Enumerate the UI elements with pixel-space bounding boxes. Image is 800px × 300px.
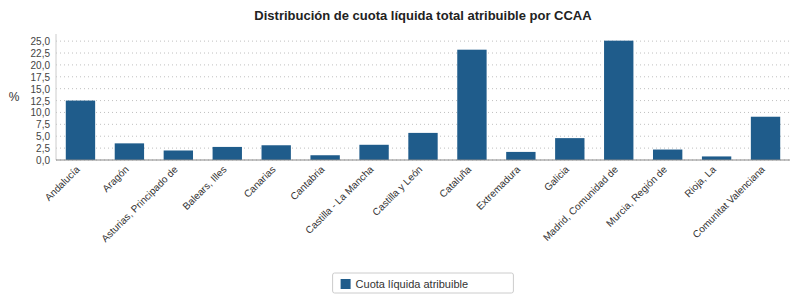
x-tick-label: Cantabria (288, 163, 327, 202)
y-tick-label: 12,5 (31, 96, 51, 107)
x-tick-label: Comunitat Valenciana (691, 163, 768, 240)
bar (262, 145, 291, 160)
x-tick-label: Castilla y León (370, 164, 424, 218)
x-tick-label: Andalucía (43, 163, 83, 203)
bar (66, 101, 95, 160)
grid-line (56, 124, 790, 125)
bar (457, 50, 486, 160)
bar (653, 150, 682, 160)
y-tick-label: 15,0 (31, 84, 51, 95)
bar (702, 156, 731, 160)
y-axis-line (56, 34, 57, 160)
y-tick-label: 5,0 (36, 131, 50, 142)
y-tick-label: 17,5 (31, 72, 51, 83)
y-axis-label: % (9, 90, 20, 104)
grid (56, 41, 790, 160)
grid-line (56, 41, 790, 42)
x-tick-label: Asturias, Principado de (99, 163, 180, 244)
bar (115, 143, 144, 160)
x-tick-label: Aragón (100, 164, 131, 195)
y-tick-label: 0,0 (36, 155, 50, 166)
y-tick-label: 10,0 (31, 107, 51, 118)
bar (555, 138, 584, 160)
grid-line (56, 64, 790, 65)
grid-line (56, 160, 790, 161)
title: Distribución de cuota líquida total atri… (254, 8, 592, 23)
x-tick-label: Castilla - La Mancha (303, 163, 376, 236)
chart: Distribución de cuota líquida total atri… (0, 0, 800, 300)
bar (408, 133, 437, 160)
bar (506, 152, 535, 160)
bar (310, 155, 339, 160)
x-tick-label: Extremadura (474, 163, 523, 212)
x-axis-line (56, 160, 790, 161)
x-tick-label: Canarias (242, 164, 278, 200)
bars (66, 41, 780, 160)
x-tick-label: Galicia (542, 163, 572, 193)
grid-line (56, 76, 790, 77)
y-tick-label: 22,5 (31, 48, 51, 59)
x-tick-label: Cataluña (437, 163, 473, 199)
x-tick-label: Balears, Illes (180, 164, 228, 212)
grid-line (56, 100, 790, 101)
legend: Cuota líquida atribuible (333, 273, 514, 293)
legend-swatch (341, 279, 351, 289)
y-tick-label: 7,5 (36, 119, 50, 130)
y-tick-label: 20,0 (31, 60, 51, 71)
bar (751, 117, 780, 160)
grid-line (56, 53, 790, 54)
x-tick-label: Madrid, Comunidad de (541, 163, 621, 243)
bar (359, 145, 388, 160)
bar (213, 147, 242, 160)
bar (604, 41, 633, 160)
y-tick-label: 2,5 (36, 143, 50, 154)
grid-line (56, 112, 790, 113)
y-tick-label: 25,0 (31, 36, 51, 47)
legend-box (333, 273, 514, 293)
legend-label: Cuota líquida atribuible (356, 278, 469, 290)
bar (164, 150, 193, 160)
x-tick-label: Rioja, La (682, 163, 718, 199)
grid-line (56, 88, 790, 89)
x-tick-label: Murcia, Región de (604, 163, 669, 228)
